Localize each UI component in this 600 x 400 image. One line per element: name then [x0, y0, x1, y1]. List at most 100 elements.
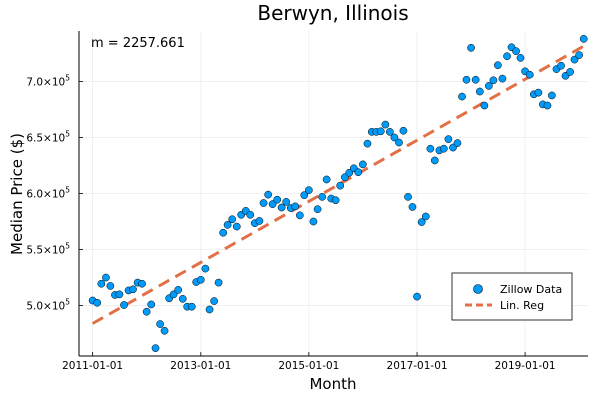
- data-point: [363, 139, 372, 148]
- data-point: [300, 191, 309, 200]
- chart-title: Berwyn, Illinois: [257, 1, 408, 25]
- data-point: [138, 279, 146, 288]
- y-tick-exponent: 5: [65, 242, 70, 251]
- y-tick-label: 5.5×105: [26, 242, 70, 257]
- data-point: [413, 292, 421, 301]
- data-point: [512, 47, 520, 56]
- data-point: [102, 273, 110, 282]
- data-point: [467, 43, 475, 52]
- data-point: [498, 74, 507, 83]
- data-point: [93, 298, 102, 307]
- data-point: [142, 307, 151, 316]
- data-point: [345, 168, 354, 177]
- legend-label-zillow: Zillow Data: [500, 283, 562, 296]
- data-point: [484, 82, 493, 90]
- data-point: [219, 228, 228, 237]
- data-point: [309, 217, 318, 226]
- x-tick-label: 2011-01-01: [62, 360, 123, 372]
- data-point: [295, 211, 304, 220]
- data-point: [516, 54, 525, 62]
- data-point: [458, 92, 466, 101]
- y-tick-mantissa: 5.0×10: [26, 301, 65, 313]
- data-point: [566, 68, 574, 76]
- data-point: [277, 203, 286, 212]
- data-point: [534, 88, 543, 97]
- x-tick-label: 2019-01-01: [495, 360, 556, 372]
- data-point: [408, 203, 417, 211]
- data-point: [268, 200, 277, 208]
- data-point: [291, 202, 300, 211]
- data-point: [395, 138, 403, 147]
- data-point: [264, 190, 273, 199]
- x-tick-label: 2013-01-01: [170, 360, 231, 372]
- y-tick-label: 5.0×105: [26, 298, 70, 313]
- legend: Zillow Data Lin. Reg: [451, 272, 573, 321]
- data-point: [385, 128, 394, 136]
- data-point: [282, 198, 291, 206]
- data-point: [246, 210, 255, 219]
- data-point: [313, 205, 322, 214]
- data-point: [129, 285, 137, 294]
- data-point: [570, 55, 579, 64]
- y-tick-label: 7.0×105: [26, 73, 70, 88]
- data-points: [88, 34, 588, 353]
- x-tick-label: 2015-01-01: [278, 360, 339, 372]
- data-point: [439, 144, 448, 153]
- x-tick-labels: 2011-01-01 2013-01-01 2015-01-01 2017-01-01…: [62, 360, 556, 372]
- y-tick-label: 6.0×105: [26, 186, 70, 201]
- y-tick-exponent: 5: [65, 129, 70, 138]
- data-point: [273, 195, 282, 204]
- data-point: [210, 297, 218, 305]
- data-point: [548, 91, 556, 100]
- legend-marker-zillow: [473, 284, 483, 294]
- legend-label-linreg: Lin. Reg: [500, 299, 544, 312]
- y-tick-mantissa: 6.0×10: [26, 189, 65, 201]
- data-point: [178, 294, 187, 303]
- data-point: [305, 186, 313, 194]
- data-point: [232, 222, 241, 231]
- data-point: [156, 320, 164, 328]
- legend-box: [451, 272, 573, 321]
- data-point: [259, 199, 268, 207]
- data-point: [196, 275, 205, 284]
- data-point: [543, 101, 552, 110]
- data-point: [115, 290, 124, 299]
- x-tick-label: 2017-01-01: [387, 360, 448, 372]
- data-point: [214, 278, 223, 287]
- data-point: [174, 286, 183, 294]
- data-point: [255, 217, 264, 225]
- y-tick-exponent: 5: [65, 298, 70, 307]
- data-point: [151, 344, 160, 353]
- data-point: [525, 70, 534, 79]
- y-tick-mantissa: 5.5×10: [26, 245, 65, 257]
- data-point: [494, 61, 502, 70]
- data-point: [205, 305, 214, 314]
- data-point: [381, 120, 390, 129]
- data-point: [399, 126, 408, 135]
- data-point: [228, 215, 237, 224]
- data-point: [147, 300, 156, 309]
- data-point: [462, 75, 471, 84]
- y-tick-exponent: 5: [65, 73, 70, 82]
- data-point: [475, 87, 484, 96]
- data-point: [417, 218, 426, 226]
- data-point: [336, 181, 345, 190]
- data-point: [160, 326, 169, 335]
- data-point: [201, 264, 210, 273]
- data-point: [426, 144, 435, 153]
- data-point: [106, 282, 115, 290]
- data-point: [187, 302, 196, 311]
- y-tick-exponent: 5: [65, 186, 70, 195]
- data-point: [575, 51, 583, 59]
- data-point: [404, 193, 412, 201]
- data-point: [331, 196, 340, 205]
- slope-annotation: m = 2257.661: [91, 36, 185, 51]
- data-point: [376, 127, 385, 136]
- data-point: [97, 279, 106, 288]
- data-point: [503, 52, 511, 61]
- data-point: [354, 168, 363, 177]
- axes-frame: [78, 31, 588, 357]
- data-point: [471, 75, 480, 84]
- data-point: [489, 76, 498, 85]
